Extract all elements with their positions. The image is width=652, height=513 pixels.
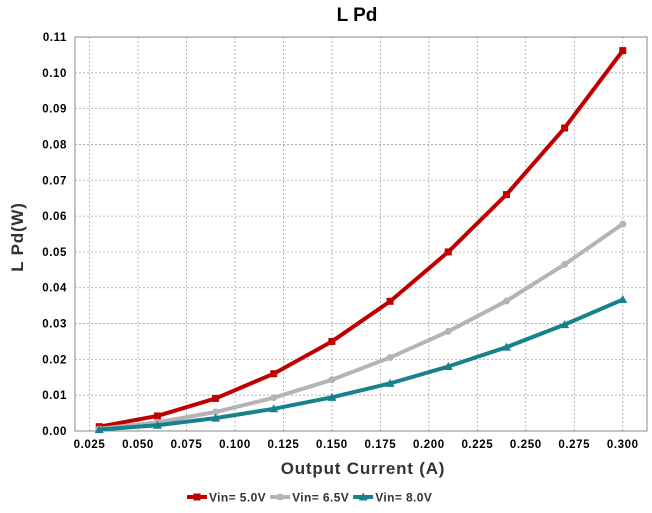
- grid: [75, 37, 647, 431]
- legend-item: Vin= 8.0V: [353, 491, 432, 505]
- chart-title: L Pd: [337, 5, 378, 26]
- data-point: [211, 413, 221, 422]
- y-tick-label: 0.08: [42, 139, 67, 151]
- y-axis-label: L Pd(W): [8, 202, 27, 272]
- data-point: [269, 404, 279, 413]
- data-point: [618, 295, 628, 304]
- x-tick-label: 0.150: [316, 439, 348, 451]
- data-point: [561, 124, 569, 132]
- legend: Vin= 5.0V Vin= 6.5V Vin= 8.0V: [187, 491, 432, 505]
- plot-frame: [74, 36, 648, 432]
- data-point: [502, 191, 510, 199]
- x-axis: 0.025 0.050 0.075 0.100 0.125 0.150 0.175 0.200…: [74, 439, 639, 451]
- legend-label: Vin= 8.0V: [375, 491, 432, 505]
- x-tick-label: 0.125: [268, 439, 300, 451]
- data-point: [501, 342, 511, 351]
- y-tick-label: 0.01: [42, 390, 67, 402]
- y-tick-label: 0.07: [42, 175, 67, 187]
- data-point: [212, 408, 220, 416]
- series-3: [94, 295, 628, 434]
- series-line: [97, 48, 625, 429]
- data-point: [212, 394, 220, 402]
- data-point: [94, 425, 104, 434]
- data-point: [444, 327, 452, 335]
- legend-swatch-marker: [193, 493, 201, 501]
- data-point: [328, 376, 336, 384]
- series-line: [97, 297, 625, 432]
- x-tick-label: 0.175: [364, 439, 396, 451]
- y-tick-label: 0.03: [42, 319, 67, 331]
- plot-area: [74, 36, 648, 434]
- data-point: [560, 320, 570, 329]
- data-point: [153, 412, 161, 420]
- y-tick-label: 0.10: [42, 68, 67, 80]
- data-point: [443, 362, 453, 371]
- y-tick-label: 0.05: [42, 247, 67, 259]
- y-tick-label: 0.04: [42, 283, 67, 295]
- data-point: [444, 248, 452, 256]
- data-point: [327, 392, 337, 401]
- x-tick-label: 0.200: [413, 439, 445, 451]
- data-point: [270, 394, 278, 402]
- data-point: [385, 378, 395, 387]
- y-axis: 0.00 0.01 0.02 0.03 0.04 0.05 0.06 0.07 0.08 0.09…: [42, 32, 67, 438]
- x-tick-label: 0.100: [219, 439, 251, 451]
- legend-label: Vin= 6.5V: [292, 491, 349, 505]
- y-tick-label: 0.06: [42, 211, 67, 223]
- legend-label: Vin= 5.0V: [209, 491, 266, 505]
- data-point: [152, 420, 162, 429]
- y-tick-label: 0.00: [42, 426, 67, 438]
- x-axis-label: Output Current (A): [281, 459, 446, 478]
- data-point: [386, 297, 394, 305]
- legend-item: Vin= 5.0V: [187, 491, 266, 505]
- x-tick-label: 0.300: [607, 439, 639, 451]
- data-point: [270, 370, 278, 378]
- legend-swatch-marker: [276, 493, 284, 501]
- series-1: [95, 47, 627, 431]
- x-tick-label: 0.075: [171, 439, 203, 451]
- data-point: [561, 260, 569, 268]
- legend-item: Vin= 6.5V: [270, 491, 349, 505]
- y-tick-label: 0.02: [42, 354, 67, 366]
- data-point: [502, 297, 510, 305]
- x-tick-label: 0.025: [74, 439, 106, 451]
- legend-swatch-marker: [358, 492, 368, 501]
- series-layer: [94, 47, 628, 434]
- x-tick-label: 0.225: [461, 439, 493, 451]
- x-tick-label: 0.250: [510, 439, 542, 451]
- y-tick-label: 0.11: [43, 32, 67, 44]
- data-point: [386, 354, 394, 362]
- x-tick-label: 0.050: [122, 439, 154, 451]
- y-tick-label: 0.09: [42, 104, 67, 116]
- data-point: [619, 47, 627, 55]
- x-tick-label: 0.275: [558, 439, 590, 451]
- data-point: [619, 220, 627, 228]
- data-point: [328, 337, 336, 345]
- series-line: [97, 221, 625, 431]
